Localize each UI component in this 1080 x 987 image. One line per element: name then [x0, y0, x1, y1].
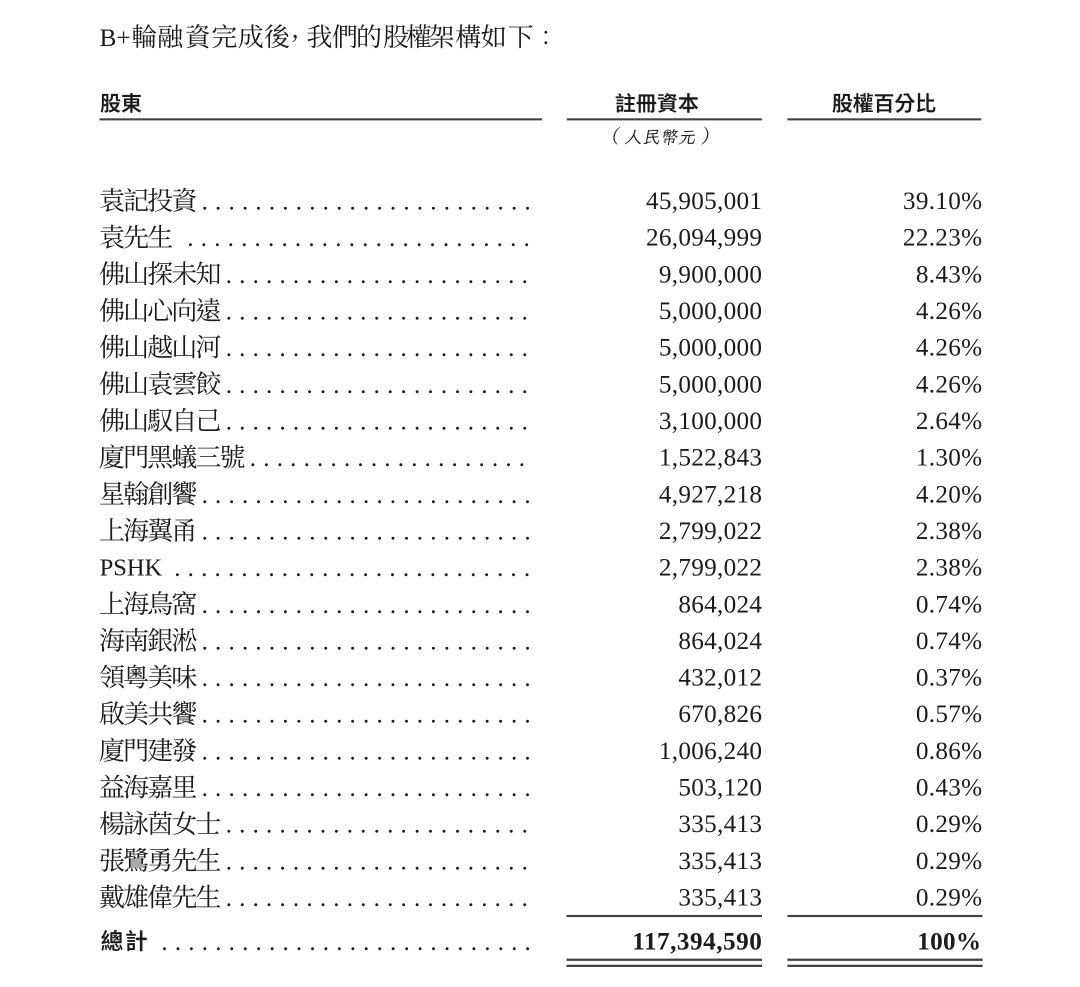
svg-text:22.23%: 22.23% [903, 225, 982, 252]
svg-text:335,413: 335,413 [678, 811, 762, 838]
svg-text:.....................: ..................... [250, 445, 532, 472]
svg-text:.......................: ....................... [226, 885, 535, 912]
svg-text:1,522,843: 1,522,843 [659, 445, 762, 472]
svg-text:0.29%: 0.29% [916, 811, 983, 838]
svg-text:.........................: ......................... [202, 189, 538, 216]
svg-text:.........................: ......................... [202, 592, 538, 619]
svg-text:1.30%: 1.30% [916, 445, 983, 472]
svg-text:4.20%: 4.20% [916, 481, 983, 508]
svg-text:432,012: 432,012 [678, 665, 762, 692]
svg-text:3,100,000: 3,100,000 [659, 408, 762, 435]
svg-text:26,094,999: 26,094,999 [646, 225, 762, 252]
svg-text:864,024: 864,024 [678, 591, 762, 618]
svg-text:.......................: ....................... [226, 335, 535, 362]
svg-text:B+: B+ [100, 24, 131, 52]
svg-text:9,900,000: 9,900,000 [659, 261, 762, 288]
svg-text:..........................: .......................... [187, 225, 537, 252]
svg-text:4.26%: 4.26% [916, 371, 983, 398]
svg-text:.........................: ......................... [202, 482, 538, 509]
svg-text:.........................: ......................... [202, 628, 538, 655]
svg-text:............................: ............................ [161, 929, 538, 956]
svg-text:2.64%: 2.64% [916, 408, 983, 435]
svg-text:335,413: 335,413 [678, 885, 762, 912]
svg-text:503,120: 503,120 [678, 775, 762, 802]
svg-text:.........................: ......................... [202, 665, 538, 692]
svg-text:100%: 100% [917, 928, 981, 955]
svg-text:.......................: ....................... [226, 848, 535, 875]
svg-text:335,413: 335,413 [678, 848, 762, 875]
svg-text:0.37%: 0.37% [916, 665, 983, 692]
svg-text:...........................: ........................... [174, 555, 537, 582]
svg-text:4.26%: 4.26% [916, 298, 983, 325]
svg-text:670,826: 670,826 [678, 701, 762, 728]
svg-text:2,799,022: 2,799,022 [659, 555, 762, 582]
svg-text:0.86%: 0.86% [916, 738, 983, 765]
svg-text:2.38%: 2.38% [916, 555, 983, 582]
svg-text:.......................: ....................... [226, 262, 535, 289]
svg-text:0.29%: 0.29% [916, 885, 983, 912]
svg-text:5,000,000: 5,000,000 [659, 298, 762, 325]
svg-text:4,927,218: 4,927,218 [659, 481, 762, 508]
svg-text:0.74%: 0.74% [916, 591, 983, 618]
svg-text:2,799,022: 2,799,022 [659, 518, 762, 545]
svg-text:.........................: ......................... [202, 775, 538, 802]
svg-text:1,006,240: 1,006,240 [659, 738, 762, 765]
svg-text:.......................: ....................... [226, 812, 535, 839]
svg-text:2.38%: 2.38% [916, 518, 983, 545]
svg-text:5,000,000: 5,000,000 [659, 371, 762, 398]
svg-text:0.43%: 0.43% [916, 775, 983, 802]
svg-text:0.29%: 0.29% [916, 848, 983, 875]
svg-text:.......................: ....................... [226, 299, 535, 326]
svg-text:4.26%: 4.26% [916, 335, 983, 362]
svg-text:45,905,001: 45,905,001 [646, 188, 762, 215]
svg-text:.......................: ....................... [226, 409, 535, 436]
svg-text:39.10%: 39.10% [903, 188, 982, 215]
svg-text:.........................: ......................... [202, 738, 538, 765]
svg-text:0.74%: 0.74% [916, 628, 983, 655]
svg-text:864,024: 864,024 [678, 628, 762, 655]
svg-text:.........................: ......................... [202, 702, 538, 729]
svg-text:117,394,590: 117,394,590 [632, 928, 762, 955]
svg-text:8.43%: 8.43% [916, 261, 983, 288]
svg-text:.......................: ....................... [226, 372, 535, 399]
svg-text:5,000,000: 5,000,000 [659, 335, 762, 362]
svg-text:0.57%: 0.57% [916, 701, 983, 728]
svg-text:PSHK: PSHK [100, 555, 163, 582]
svg-text:.........................: ......................... [202, 518, 538, 545]
